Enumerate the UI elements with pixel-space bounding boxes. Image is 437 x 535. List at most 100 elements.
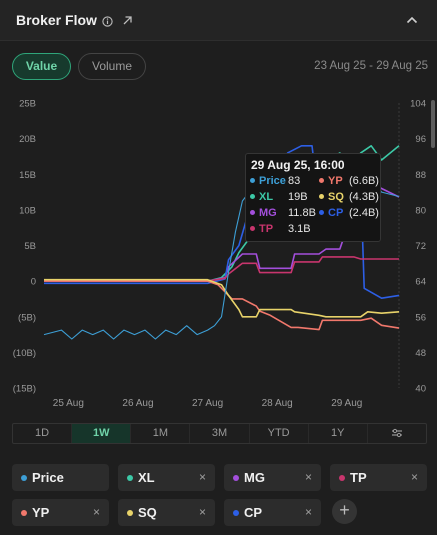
tooltip-series-value: 83 — [288, 175, 301, 187]
legend-dot — [319, 177, 324, 183]
series-line-tp — [44, 256, 399, 282]
x-tick-label: 28 Aug — [262, 398, 293, 409]
y-left-tick-label: 15B — [19, 170, 36, 181]
range-1d[interactable]: 1D — [13, 424, 73, 443]
y-left-tick-label: 10B — [19, 205, 36, 216]
legend-dot — [250, 209, 255, 215]
series-chip-yp[interactable]: YP × — [12, 499, 109, 526]
series-line-yp — [44, 280, 400, 331]
tooltip-row-yp: YP (6.6B) — [319, 175, 379, 189]
tooltip-row-cp: CP (2.4B) — [319, 207, 379, 221]
legend-dot — [127, 510, 133, 516]
remove-chip-icon[interactable]: × — [92, 505, 100, 519]
volume-toggle[interactable]: Volume — [78, 53, 146, 80]
scrollbar[interactable] — [431, 100, 435, 148]
y-left-tick-label: (5B) — [18, 312, 36, 323]
tooltip-series-value: 3.1B — [288, 223, 311, 235]
chip-label: TP — [350, 470, 367, 485]
range-1w[interactable]: 1W — [72, 424, 132, 443]
sliders-icon — [391, 428, 402, 438]
range-3m[interactable]: 3M — [190, 424, 250, 443]
series-chip-xl[interactable]: XL × — [118, 464, 215, 491]
tooltip-series-value: 19B — [288, 191, 308, 203]
panel-header: Broker Flow — [0, 0, 437, 41]
tooltip-series-name: XL — [259, 191, 274, 203]
add-series-button[interactable]: + — [332, 499, 357, 524]
y-left-tick-label: 5B — [24, 241, 36, 252]
legend-dot — [319, 193, 324, 199]
remove-chip-icon[interactable]: × — [304, 470, 312, 484]
series-chip-price[interactable]: Price — [12, 464, 109, 491]
chevron-up-icon[interactable] — [406, 15, 418, 25]
broker-flow-chart: 25B 20B 15B 10B 5B 0 (5B) (10B) (15B) 104 96 88 80 72… — [13, 99, 426, 410]
legend-dot — [233, 510, 239, 516]
tooltip-series-name: Price — [259, 175, 286, 187]
chip-label: XL — [138, 470, 155, 485]
legend-dot — [339, 475, 345, 481]
y-left-tick-label: 0 — [31, 277, 36, 288]
tooltip-row-xl: XL 19B — [250, 191, 308, 205]
x-tick-label: 26 Aug — [122, 398, 153, 409]
remove-chip-icon[interactable]: × — [198, 470, 206, 484]
tooltip-title: 29 Aug 25, 16:00 — [251, 158, 345, 172]
range-1y[interactable]: 1Y — [309, 424, 368, 443]
legend-dot — [250, 177, 255, 183]
remove-chip-icon[interactable]: × — [304, 505, 312, 519]
y-right-tick-label: 96 — [415, 134, 426, 145]
legend-dot — [250, 225, 255, 231]
series-chip-mg[interactable]: MG × — [224, 464, 321, 491]
series-chip-cp[interactable]: CP × — [224, 499, 321, 526]
y-right-tick-label: 80 — [415, 205, 426, 216]
tooltip-series-name: YP — [328, 175, 343, 187]
tooltip-series-value: (4.3B) — [349, 191, 379, 203]
remove-chip-icon[interactable]: × — [410, 470, 418, 484]
info-icon[interactable] — [102, 16, 113, 27]
y-right-tick-label: 40 — [415, 384, 426, 395]
range-ytd[interactable]: YTD — [250, 424, 309, 443]
y-left-tick-label: (10B) — [13, 348, 36, 359]
y-left-tick-label: (15B) — [13, 384, 36, 395]
tooltip-row-mg: MG 11.8B — [250, 207, 316, 221]
y-right-tick-label: 88 — [415, 170, 426, 181]
tooltip-row-tp: TP 3.1B — [250, 223, 311, 237]
filter-settings-button[interactable] — [368, 424, 426, 443]
value-toggle[interactable]: Value — [12, 53, 71, 80]
y-left-tick-label: 20B — [19, 134, 36, 145]
tooltip-series-name: TP — [259, 223, 274, 235]
x-tick-label: 29 Aug — [331, 398, 362, 409]
remove-chip-icon[interactable]: × — [198, 505, 206, 519]
tooltip-row-sq: SQ (4.3B) — [319, 191, 379, 205]
date-range: 23 Aug 25 - 29 Aug 25 — [314, 60, 428, 72]
chip-label: SQ — [138, 505, 157, 520]
chart-tooltip: 29 Aug 25, 16:00 Price 83 YP (6.6B) XL 19B SQ (… — [245, 153, 381, 242]
tooltip-series-value: (6.6B) — [349, 175, 379, 187]
tooltip-series-name: MG — [259, 207, 277, 219]
tooltip-series-name: SQ — [328, 191, 344, 203]
series-chip-tp[interactable]: TP × — [330, 464, 427, 491]
y-right-tick-label: 56 — [415, 312, 426, 323]
tooltip-series-value: 11.8B — [288, 207, 316, 219]
legend-dot — [250, 193, 255, 199]
chip-label: Price — [32, 470, 64, 485]
y-right-tick-label: 72 — [415, 241, 426, 252]
tooltip-row-price: Price 83 — [250, 175, 300, 189]
panel-title: Broker Flow — [16, 12, 97, 28]
legend-dot — [21, 475, 27, 481]
chip-label: CP — [244, 505, 263, 520]
tooltip-series-name: CP — [328, 207, 344, 219]
chip-label: MG — [244, 470, 265, 485]
chip-label: YP — [32, 505, 50, 520]
range-1m[interactable]: 1M — [131, 424, 191, 443]
y-right-tick-label: 64 — [415, 277, 426, 288]
legend-dot — [233, 475, 239, 481]
y-left-tick-label: 25B — [19, 99, 36, 110]
x-tick-label: 27 Aug — [192, 398, 223, 409]
legend-dot — [21, 510, 27, 516]
series-chip-sq[interactable]: SQ × — [118, 499, 215, 526]
external-link-icon[interactable] — [122, 15, 133, 26]
y-right-tick-label: 104 — [410, 99, 426, 110]
x-tick-label: 25 Aug — [53, 398, 84, 409]
legend-dot — [127, 475, 133, 481]
tooltip-series-value: (2.4B) — [349, 207, 379, 219]
series-line-sq — [44, 278, 400, 318]
